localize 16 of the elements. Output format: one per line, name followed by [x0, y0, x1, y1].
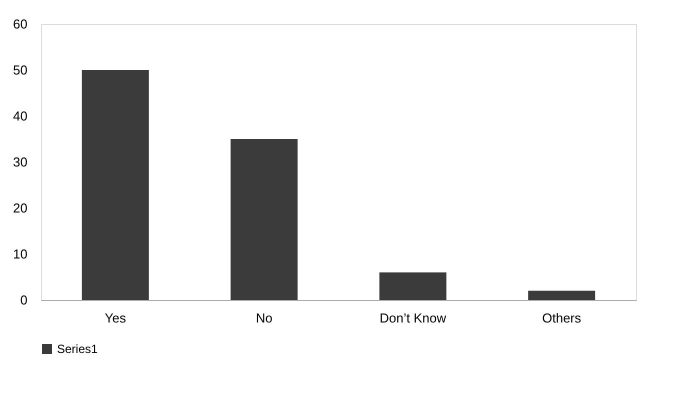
x-tick-label: Don’t Know — [380, 310, 447, 326]
legend-label: Series1 — [57, 342, 98, 356]
bar — [230, 139, 298, 300]
y-tick-label: 10 — [13, 246, 28, 262]
bar — [379, 272, 446, 300]
x-tick-label: Others — [542, 310, 582, 326]
y-tick-label: 40 — [13, 108, 28, 124]
bar — [82, 70, 149, 300]
x-tick-label: No — [256, 310, 272, 326]
y-tick-label: 0 — [20, 292, 28, 308]
x-tick-label: Yes — [104, 310, 126, 326]
y-tick-label: 50 — [13, 62, 28, 78]
y-tick-label: 20 — [13, 200, 28, 216]
bar — [528, 290, 596, 300]
y-tick-label: 60 — [13, 16, 28, 32]
y-tick-label: 30 — [13, 154, 28, 170]
